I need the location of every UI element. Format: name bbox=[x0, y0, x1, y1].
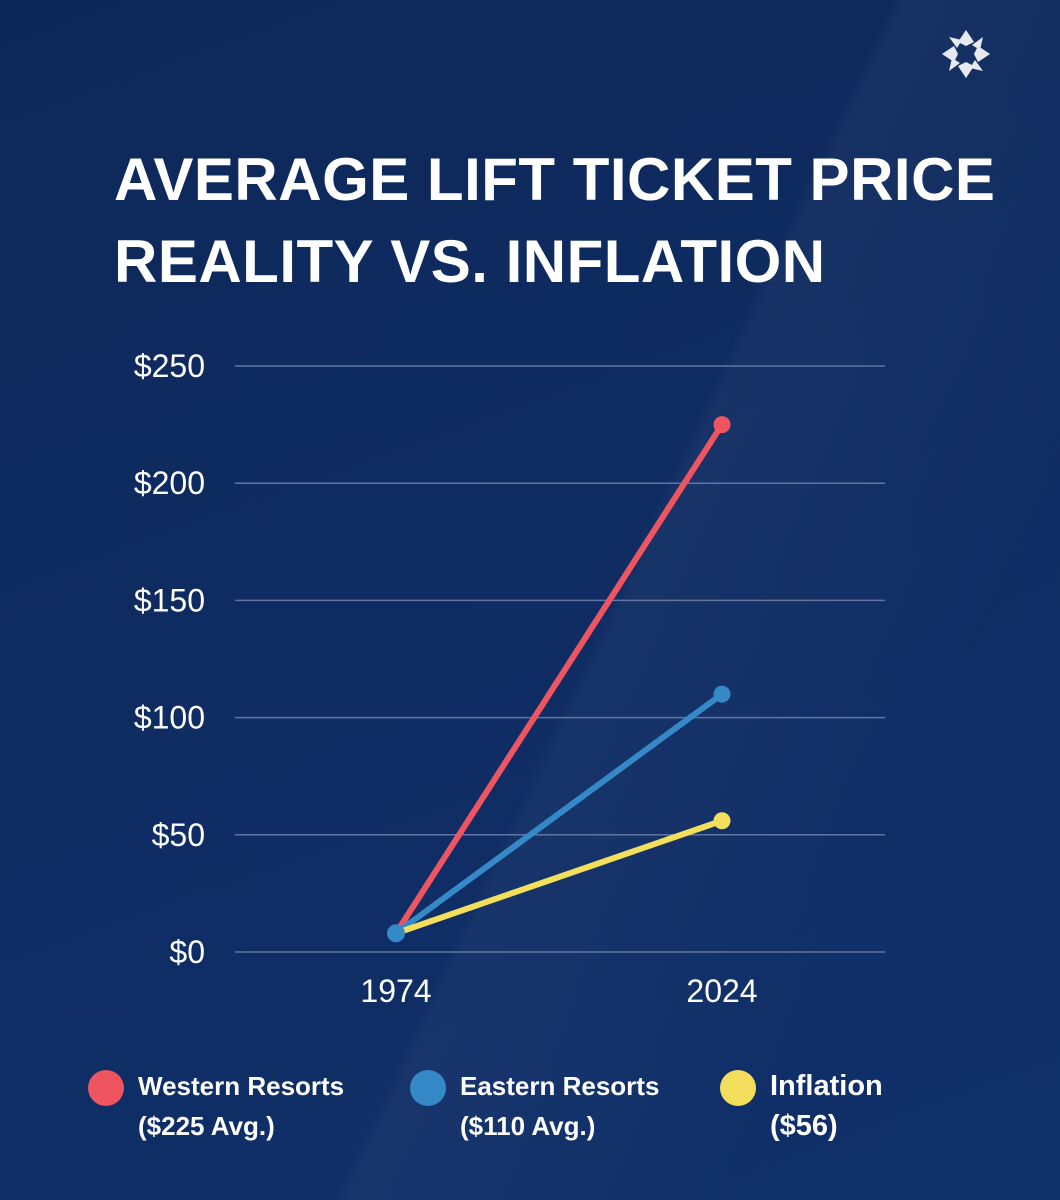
legend-label: Eastern Resorts ($110 Avg.) bbox=[460, 1071, 660, 1141]
page-subtitle: REALITY VS. INFLATION bbox=[114, 228, 826, 295]
data-point bbox=[713, 685, 731, 703]
legend-swatch bbox=[720, 1070, 756, 1106]
page-title: AVERAGE LIFT TICKET PRICE bbox=[114, 146, 996, 213]
series-line bbox=[393, 817, 725, 937]
y-tick-label: $250 bbox=[134, 348, 205, 384]
legend-item: Eastern Resorts ($110 Avg.) bbox=[410, 1066, 659, 1146]
legend-label: Inflation ($56) bbox=[770, 1070, 883, 1142]
x-tick-label: 1974 bbox=[360, 973, 431, 1009]
legend-item: Western Resorts ($225 Avg.) bbox=[88, 1066, 344, 1146]
legend-swatch bbox=[88, 1070, 124, 1106]
data-point bbox=[713, 812, 731, 830]
line-chart: $0 $50 $100 $150 $200 $250 1974 2024 bbox=[134, 348, 885, 1009]
data-point bbox=[713, 416, 731, 434]
series-line bbox=[393, 421, 725, 937]
series-line bbox=[393, 691, 725, 937]
data-point bbox=[387, 924, 405, 943]
y-tick-label: $100 bbox=[134, 700, 205, 736]
y-tick-label: $50 bbox=[152, 817, 205, 853]
y-tick-label: $0 bbox=[169, 934, 205, 970]
y-tick-label: $200 bbox=[134, 465, 205, 501]
chart-legend: Western Resorts ($225 Avg.) Eastern Resor… bbox=[88, 1066, 1028, 1156]
x-tick-label: 2024 bbox=[686, 973, 757, 1009]
legend-item: Inflation ($56) bbox=[720, 1066, 883, 1146]
legend-label: Western Resorts ($225 Avg.) bbox=[138, 1071, 345, 1141]
legend-swatch bbox=[410, 1070, 446, 1106]
y-tick-label: $150 bbox=[134, 582, 205, 618]
star-burst-icon bbox=[942, 30, 990, 78]
